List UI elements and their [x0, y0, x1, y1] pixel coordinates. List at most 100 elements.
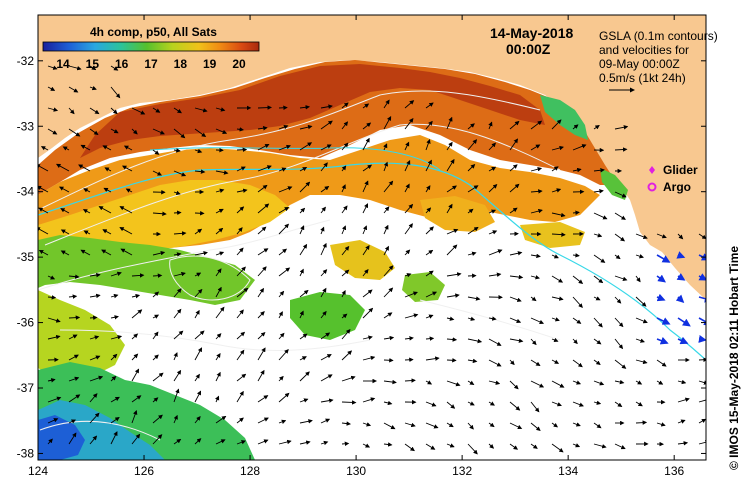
- velocity-arrow: [83, 230, 91, 235]
- velocity-arrow: [341, 290, 346, 298]
- velocity-arrow: [383, 180, 394, 193]
- velocity-arrow: [152, 291, 160, 298]
- velocity-arrow: [215, 353, 221, 361]
- velocity-arrow: [47, 275, 56, 280]
- velocity-arrow: [425, 185, 431, 193]
- velocity-arrow: [509, 359, 515, 366]
- velocity-arrow: [404, 117, 414, 130]
- velocity-arrow: [467, 123, 475, 130]
- velocity-arrow: [194, 251, 208, 256]
- velocity-arrow: [446, 443, 455, 448]
- velocity-arrow: [215, 439, 226, 445]
- velocity-arrow: [173, 330, 184, 340]
- velocity-arrow: [446, 380, 461, 387]
- velocity-arrow: [467, 296, 481, 301]
- velocity-arrow: [614, 275, 628, 281]
- velocity-arrow: [551, 212, 566, 218]
- velocity-arrow: [383, 400, 393, 406]
- velocity-arrow: [656, 422, 666, 427]
- velocity-arrow: [404, 183, 410, 193]
- velocity-arrow: [68, 354, 79, 361]
- velocity-arrow: [299, 371, 310, 382]
- velocity-arrow: [614, 254, 621, 260]
- velocity-arrow: [488, 401, 495, 406]
- velocity-arrow: [278, 206, 290, 214]
- velocity-arrow: [593, 380, 605, 386]
- velocity-arrow: [341, 225, 347, 235]
- velocity-arrow: [173, 231, 187, 236]
- velocity-arrow: [123, 145, 133, 151]
- velocity-arrow: [173, 352, 178, 361]
- velocity-arrow: [278, 290, 285, 298]
- velocity-arrow: [593, 422, 602, 429]
- velocity-arrow: [530, 275, 540, 280]
- velocity-arrow: [47, 317, 61, 323]
- velocity-arrow: [236, 287, 249, 298]
- velocity-arrow: [572, 296, 583, 308]
- velocity-arrow: [152, 149, 160, 155]
- velocity-arrow: [530, 380, 545, 388]
- velocity-arrow: [425, 120, 433, 130]
- velocity-arrow: [215, 128, 228, 134]
- velocity-arrow: [257, 143, 270, 151]
- velocity-arrow: [320, 287, 327, 298]
- sst-hot-core: [80, 64, 545, 158]
- velocity-arrow: [110, 431, 118, 445]
- velocity-arrow: [404, 313, 419, 319]
- velocity-arrow: [404, 336, 414, 341]
- velocity-arrow: [362, 355, 376, 361]
- velocity-arrow: [89, 272, 101, 278]
- velocity-arrow: [551, 359, 560, 364]
- velocity-arrow: [383, 206, 390, 214]
- velocity-arrow: [80, 249, 91, 256]
- velocity-arrow: [362, 203, 369, 214]
- velocity-arrow: [68, 294, 78, 299]
- velocity-arrow: [404, 273, 412, 278]
- velocity-arrow: [446, 244, 458, 256]
- velocity-arrow: [236, 127, 244, 132]
- velocity-arrow: [676, 251, 686, 259]
- velocity-arrow: [257, 226, 267, 235]
- velocity-arrow: [446, 422, 454, 428]
- velocity-arrow: [320, 242, 327, 256]
- velocity-arrow: [173, 388, 180, 403]
- map-time: 00:00Z: [506, 41, 551, 57]
- velocity-arrow: [404, 223, 413, 235]
- velocity-arrow: [47, 107, 59, 112]
- velocity-arrow: [425, 102, 434, 109]
- velocity-arrow: [68, 86, 79, 93]
- velocity-arrow: [572, 380, 582, 385]
- velocity-arrow: [593, 124, 600, 130]
- velocity-arrow: [89, 107, 100, 115]
- velocity-arrow: [425, 422, 439, 429]
- velocity-arrow: [68, 334, 78, 340]
- velocity-arrow: [467, 422, 474, 430]
- velocity-arrow: [488, 166, 497, 172]
- velocity-arrow: [173, 170, 187, 177]
- velocity-arrow: [530, 120, 543, 130]
- velocity-arrow: [509, 207, 518, 214]
- velocity-arrow: [656, 233, 667, 239]
- velocity-arrow: [614, 147, 628, 152]
- velocity-arrow: [215, 227, 224, 235]
- velocity-arrow: [362, 307, 374, 319]
- velocity-arrow: [593, 317, 603, 328]
- velocity-arrow: [446, 141, 453, 151]
- velocity-arrow: [551, 443, 564, 453]
- x-tick-label: 124: [28, 464, 48, 478]
- velocity-arrow: [446, 401, 456, 409]
- velocity-arrow: [341, 142, 349, 151]
- velocity-arrow: [551, 422, 559, 428]
- velocity-arrow: [404, 159, 411, 172]
- velocity-arrow: [362, 137, 370, 151]
- velocity-arrow: [467, 226, 479, 235]
- velocity-arrow: [593, 296, 601, 301]
- velocity-arrow: [320, 398, 334, 403]
- velocity-arrow: [47, 128, 58, 135]
- velocity-arrow: [299, 419, 313, 424]
- velocity-arrow: [551, 232, 566, 237]
- velocity-arrow: [593, 275, 604, 284]
- velocity-arrow: [194, 330, 205, 340]
- diamond-icon: [649, 166, 655, 174]
- velocity-arrow: [38, 249, 49, 256]
